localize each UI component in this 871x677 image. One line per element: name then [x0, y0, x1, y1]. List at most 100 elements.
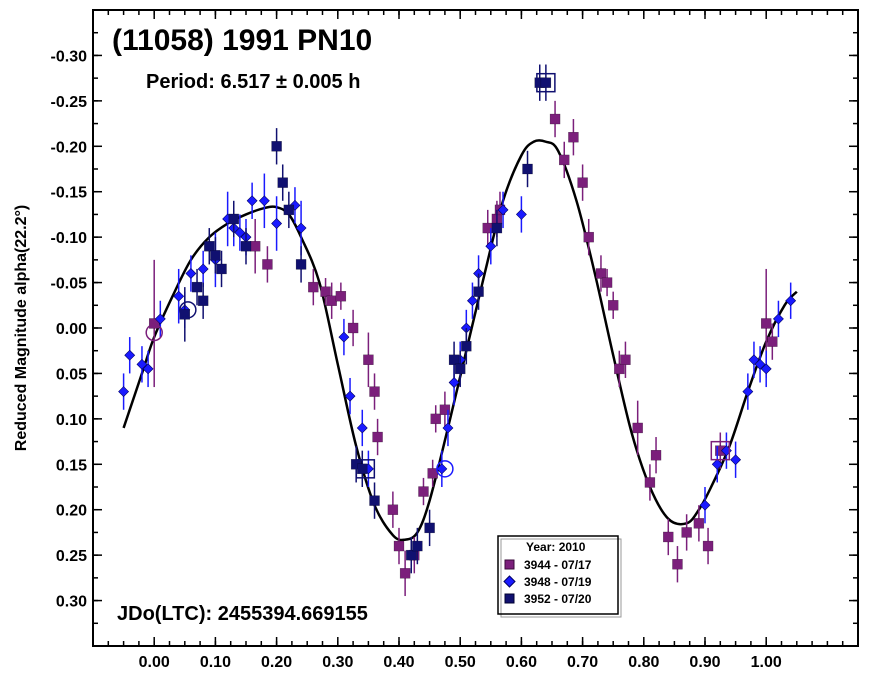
data-point	[335, 291, 347, 302]
y-tick-label: 0.20	[56, 503, 87, 520]
y-tick-label: 0.10	[56, 412, 87, 429]
data-point	[522, 163, 533, 175]
data-point	[262, 259, 273, 270]
x-tick-label: 1.00	[751, 654, 782, 671]
data-point	[614, 363, 625, 375]
data-point	[344, 390, 356, 402]
data-point	[118, 386, 130, 398]
highlight-circle	[436, 460, 454, 478]
data-point	[295, 259, 307, 270]
highlight-box	[536, 72, 556, 93]
data-point	[467, 295, 478, 307]
data-point	[228, 213, 239, 225]
data-point	[760, 363, 772, 375]
data-point	[372, 431, 383, 443]
data-point	[179, 309, 191, 320]
data-point	[442, 422, 454, 434]
data-point	[148, 318, 160, 329]
data-point	[142, 363, 154, 375]
y-tick-label: -0.20	[51, 139, 88, 156]
x-tick-label: 0.40	[383, 654, 414, 671]
data-point	[424, 522, 435, 534]
data-point	[568, 131, 579, 143]
data-point	[448, 377, 460, 388]
data-point	[748, 354, 760, 366]
legend-title: Year: 2010	[526, 540, 586, 554]
x-tick-label: 0.60	[506, 654, 537, 671]
data-point	[197, 263, 209, 275]
data-point	[577, 177, 588, 188]
data-point	[210, 250, 221, 261]
data-point	[785, 295, 797, 307]
data-point	[387, 504, 399, 515]
data-point	[773, 313, 784, 325]
y-tick-label: -0.15	[51, 185, 88, 202]
data-point	[620, 354, 631, 365]
legend-marker-3952	[504, 593, 515, 604]
data-point	[427, 468, 438, 479]
data-point	[711, 458, 723, 470]
x-tick-label: 0.00	[139, 654, 170, 671]
data-point	[240, 241, 252, 252]
data-point	[767, 336, 778, 347]
data-point	[399, 568, 411, 579]
x-tick-label: 0.80	[628, 654, 659, 671]
data-point	[461, 340, 472, 352]
y-tick-label: 0.25	[56, 548, 87, 565]
data-point	[283, 204, 295, 216]
data-point	[601, 277, 613, 288]
data-point	[173, 290, 185, 302]
x-tick-label: 0.70	[567, 654, 598, 671]
x-tick-label: 0.20	[261, 654, 292, 671]
data-point	[369, 495, 380, 506]
y-tick-label: -0.25	[51, 94, 88, 111]
data-point	[258, 195, 270, 207]
highlight-box	[355, 459, 376, 479]
data-point	[497, 204, 509, 216]
data-point	[406, 549, 417, 561]
data-point	[632, 422, 643, 434]
x-tick-label: 0.90	[689, 654, 720, 671]
data-point	[369, 386, 380, 397]
legend-box	[497, 535, 619, 615]
data-point	[583, 231, 594, 243]
legend-marker-3948	[503, 575, 516, 588]
legend: Year: 2010 3944 - 07/17 3948 - 07/19 395…	[497, 535, 622, 618]
x-tick-label: 0.50	[445, 654, 476, 671]
y-tick-label: -0.30	[51, 48, 88, 65]
legend-label-3948: 3948 - 07/19	[524, 575, 592, 589]
data-point	[754, 358, 766, 370]
data-point	[672, 559, 683, 570]
data-point	[485, 240, 497, 252]
data-point	[136, 358, 148, 370]
data-point	[246, 195, 258, 207]
data-point	[197, 295, 209, 306]
y-tick-label: 0.30	[56, 594, 87, 611]
data-point	[595, 268, 607, 279]
data-point	[702, 540, 714, 552]
data-point	[393, 540, 405, 552]
data-point	[491, 222, 503, 234]
data-point	[730, 454, 742, 466]
data-point	[277, 177, 288, 188]
data-point	[347, 322, 359, 334]
data-point	[357, 463, 368, 475]
data-point	[699, 499, 711, 511]
data-point	[430, 413, 441, 425]
legend-label-3944: 3944 - 07/17	[524, 558, 592, 572]
data-point	[448, 354, 460, 365]
data-point	[681, 527, 692, 538]
period-subtitle: Period: 6.517 ± 0.005 h	[146, 71, 360, 93]
data-point	[436, 463, 448, 475]
y-tick-label: -0.10	[51, 230, 88, 247]
y-tick-label: -0.05	[51, 276, 88, 293]
data-point	[439, 404, 451, 415]
data-point	[234, 227, 246, 239]
data-point	[363, 354, 374, 365]
data-point	[473, 286, 484, 297]
data-point	[124, 349, 136, 361]
highlight-box	[710, 440, 731, 461]
data-point	[326, 295, 337, 306]
data-point	[559, 154, 570, 166]
